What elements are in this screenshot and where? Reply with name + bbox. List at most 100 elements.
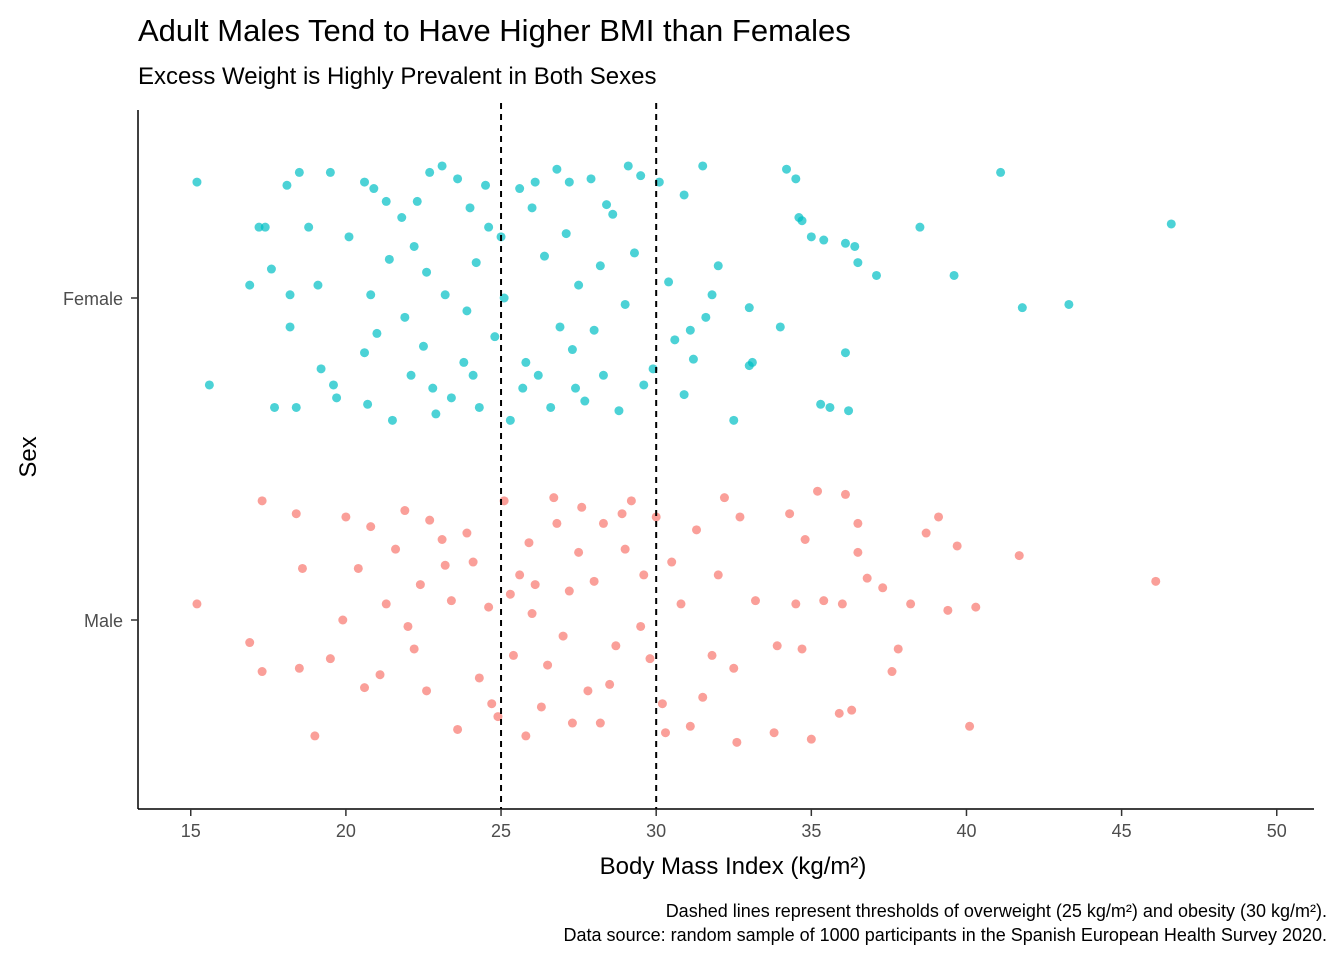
point-female-50	[996, 167, 1006, 177]
point-female-106	[561, 229, 571, 239]
point-male-69	[837, 599, 847, 609]
point-female-39	[791, 174, 801, 184]
point-female-90	[840, 348, 850, 358]
point-female-75	[580, 396, 590, 406]
point-male-72	[474, 673, 484, 683]
point-female-29	[586, 174, 596, 184]
x-tick-label-20: 20	[336, 821, 356, 841]
point-male-27	[598, 518, 608, 528]
point-female-113	[384, 254, 394, 264]
point-male-23	[536, 702, 546, 712]
point-male-98	[521, 731, 531, 741]
point-female-46	[871, 270, 881, 280]
point-male-28	[611, 641, 621, 651]
point-female-86	[775, 322, 785, 332]
point-male-39	[750, 596, 760, 606]
point-male-46	[819, 596, 829, 606]
point-female-87	[816, 399, 826, 409]
point-male-45	[813, 486, 823, 496]
chart-title: Adult Males Tend to Have Higher BMI than…	[138, 13, 851, 48]
point-female-60	[363, 399, 373, 409]
point-male-87	[375, 670, 385, 680]
point-male-51	[862, 573, 872, 583]
point-male-96	[567, 718, 577, 728]
point-female-5	[266, 264, 276, 274]
point-male-42	[791, 599, 801, 609]
point-female-42	[806, 232, 816, 242]
point-female-101	[664, 277, 674, 287]
point-female-31	[623, 161, 633, 171]
point-female-102	[707, 290, 717, 300]
point-female-112	[685, 325, 695, 335]
point-female-96	[620, 299, 630, 309]
point-male-101	[530, 580, 540, 590]
point-female-23	[481, 180, 491, 190]
point-male-73	[515, 570, 525, 580]
point-female-116	[571, 383, 581, 393]
point-male-95	[505, 589, 515, 599]
point-male-24	[549, 493, 559, 503]
point-male-2	[257, 496, 267, 506]
point-male-9	[353, 563, 363, 573]
point-male-43	[797, 644, 807, 654]
point-male-22	[524, 538, 534, 548]
x-tick-label-50: 50	[1267, 821, 1287, 841]
point-female-37	[744, 303, 754, 313]
point-male-56	[934, 512, 944, 522]
point-female-91	[595, 261, 605, 271]
y-axis-title: Sex	[15, 436, 42, 477]
point-female-12	[325, 167, 335, 177]
point-female-25	[515, 184, 525, 194]
point-female-43	[819, 235, 829, 245]
point-female-49	[949, 270, 959, 280]
point-male-77	[589, 576, 599, 586]
point-female-114	[521, 357, 531, 367]
point-male-68	[893, 644, 903, 654]
caption-line-2: Data source: random sample of 1000 parti…	[564, 925, 1327, 945]
point-female-0	[192, 177, 202, 187]
point-male-61	[1014, 551, 1024, 561]
point-male-17	[453, 724, 463, 734]
point-male-19	[484, 602, 494, 612]
point-male-36	[719, 493, 729, 503]
point-female-55	[291, 402, 301, 412]
point-male-103	[713, 570, 723, 580]
point-male-40	[769, 728, 779, 738]
point-female-54	[285, 322, 295, 332]
point-female-70	[505, 415, 515, 425]
point-male-8	[325, 654, 335, 664]
point-male-54	[906, 599, 916, 609]
point-male-85	[462, 528, 472, 538]
point-female-68	[474, 402, 484, 412]
point-female-109	[527, 203, 537, 213]
point-female-57	[332, 393, 342, 403]
point-female-58	[316, 364, 326, 374]
point-male-92	[552, 518, 562, 528]
point-male-12	[381, 599, 391, 609]
point-female-22	[465, 203, 475, 213]
point-male-93	[617, 509, 627, 519]
point-female-77	[614, 406, 624, 416]
point-male-49	[847, 705, 857, 715]
point-male-1	[245, 638, 255, 648]
point-female-107	[440, 290, 450, 300]
point-female-38	[782, 164, 792, 174]
point-female-92	[539, 251, 549, 261]
x-tick-label-40: 40	[956, 821, 976, 841]
x-tick-label-25: 25	[491, 821, 511, 841]
point-male-102	[657, 699, 667, 709]
points-layer	[192, 161, 1176, 747]
point-male-37	[735, 512, 745, 522]
x-tick-label-15: 15	[181, 821, 201, 841]
point-female-76	[598, 370, 608, 380]
point-female-32	[636, 171, 646, 181]
point-male-80	[636, 621, 646, 631]
point-male-91	[487, 699, 497, 709]
point-female-45	[853, 258, 863, 268]
point-male-53	[887, 667, 897, 677]
point-male-89	[338, 615, 348, 625]
x-axis-ticks: 15 20 25 30 35 40 45 50	[181, 809, 1287, 841]
point-female-74	[567, 345, 577, 355]
point-female-4	[260, 222, 270, 232]
